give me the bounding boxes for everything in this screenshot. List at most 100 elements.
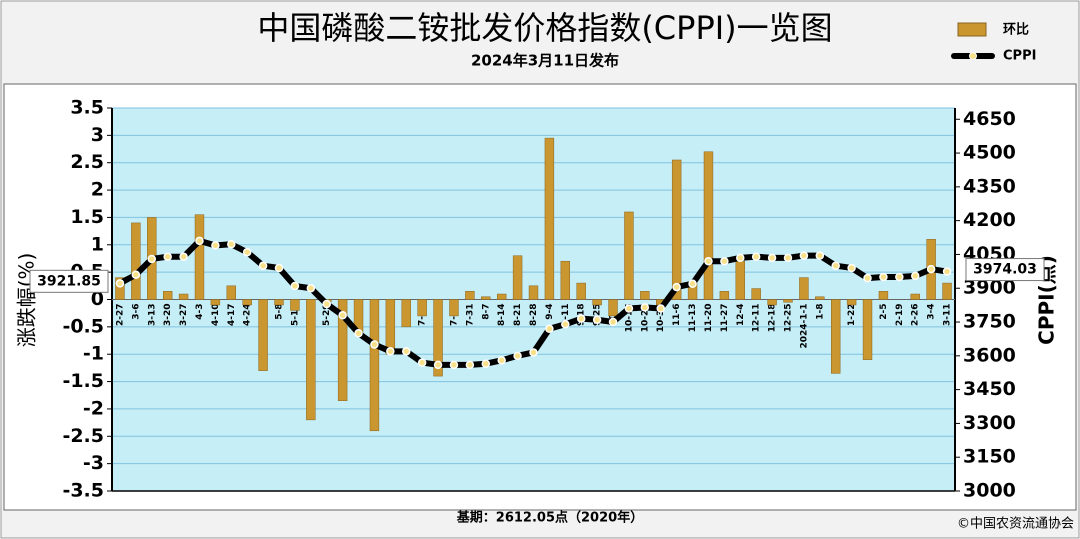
bar <box>608 299 618 317</box>
marker <box>179 252 188 261</box>
x-tick-label: 5-8 <box>275 304 285 320</box>
x-tick-label: 1-22 <box>847 304 857 327</box>
bar <box>576 282 586 300</box>
bar <box>671 159 682 300</box>
bar <box>385 299 396 355</box>
marker <box>147 254 157 264</box>
marker <box>576 314 586 323</box>
x-tick-label: 5-16 <box>290 304 300 327</box>
x-tick-label: 4-17 <box>227 304 237 327</box>
bar <box>831 299 841 374</box>
x-tick-label: 2-5 <box>879 304 889 320</box>
marker <box>227 240 236 249</box>
x-tick-label: 3-13 <box>147 304 157 327</box>
marker <box>767 253 777 263</box>
x-tick-label: 12-11 <box>752 304 762 333</box>
y-tick-label: -3 <box>83 452 104 474</box>
marker <box>306 283 316 293</box>
y-tick-label: 1 <box>91 233 104 255</box>
x-tick-label: 8-7 <box>481 304 491 320</box>
y-tick-label: -1.5 <box>62 370 104 392</box>
bar <box>496 293 507 300</box>
marker <box>831 261 840 270</box>
marker <box>895 272 904 282</box>
marker <box>592 315 602 325</box>
marker <box>751 252 761 261</box>
bar <box>242 299 252 306</box>
marker <box>481 359 491 368</box>
legend-swatch <box>957 22 987 37</box>
x-tick-label: 11-20 <box>704 304 714 333</box>
bar <box>433 299 443 377</box>
y-tick-label: -0.5 <box>62 315 104 337</box>
bar <box>735 260 745 300</box>
y-tick-label: 1.5 <box>70 206 104 228</box>
marker <box>815 251 825 260</box>
marker <box>561 320 570 329</box>
x-tick-label: 10-16 <box>624 304 634 333</box>
marker <box>195 236 204 246</box>
marker <box>338 311 347 320</box>
marker <box>449 360 459 370</box>
y2-tick-label: 4200 <box>963 209 1016 231</box>
y-axis-label: 涨跌幅(%) <box>15 253 39 348</box>
x-tick-label: 2-26 <box>911 304 921 327</box>
bar <box>767 299 777 306</box>
y-tick-label: -3.5 <box>62 480 104 502</box>
marker <box>322 299 331 309</box>
y-tick-label: -2 <box>83 397 104 419</box>
bar <box>719 291 730 300</box>
bar <box>290 299 300 311</box>
x-tick-label: 8-21 <box>513 304 523 327</box>
y2-tick-label: 3450 <box>963 378 1016 400</box>
marker <box>942 267 952 276</box>
bar <box>258 299 268 371</box>
y-tick-label: -1 <box>83 343 104 365</box>
marker <box>242 247 252 257</box>
y2-tick-label: 3900 <box>963 277 1016 299</box>
x-tick-label: 3-4 <box>927 304 937 320</box>
x-tick-label: 7-31 <box>465 304 475 327</box>
x-tick-label: 9-11 <box>561 304 571 327</box>
marker <box>370 340 379 349</box>
y-tick-label: 2.5 <box>70 151 104 173</box>
x-tick-label: 10-23 <box>640 304 650 333</box>
bar <box>369 299 380 432</box>
bar <box>226 285 236 300</box>
source: ©中国农资流通协会 <box>957 517 1074 532</box>
bar <box>178 293 189 300</box>
y2-tick-label: 3600 <box>963 344 1016 366</box>
legend-label: 环比 <box>1003 22 1029 38</box>
marker <box>417 358 427 367</box>
marker <box>354 329 363 338</box>
bar <box>942 282 952 300</box>
y2-tick-label: 3000 <box>963 480 1016 502</box>
marker <box>274 263 284 273</box>
y2-tick-label: 4350 <box>963 175 1016 197</box>
y-tick-label: 2 <box>91 179 104 201</box>
bar <box>592 299 602 306</box>
x-tick-label: 5-29 <box>322 304 332 327</box>
y-tick-label: 3.5 <box>70 97 104 119</box>
marker <box>290 281 300 291</box>
bar <box>878 291 889 300</box>
bar <box>337 299 348 401</box>
marker <box>688 279 697 288</box>
value-label: 3921.85 <box>37 273 101 289</box>
bar <box>306 299 316 421</box>
x-tick-label: 4-24 <box>243 304 253 327</box>
bar <box>815 296 825 300</box>
x-tick-label: 11-27 <box>720 304 730 333</box>
bar <box>528 285 539 300</box>
bar <box>274 299 284 306</box>
chart-subtitle: 2024年3月11日发布 <box>471 52 619 70</box>
marker <box>736 253 745 263</box>
marker <box>163 252 172 261</box>
marker <box>608 317 618 327</box>
bar <box>624 211 634 300</box>
marker <box>910 271 920 281</box>
x-tick-label: 9-25 <box>593 304 603 327</box>
marker <box>720 256 729 266</box>
marker <box>704 256 713 266</box>
marker <box>433 360 443 370</box>
